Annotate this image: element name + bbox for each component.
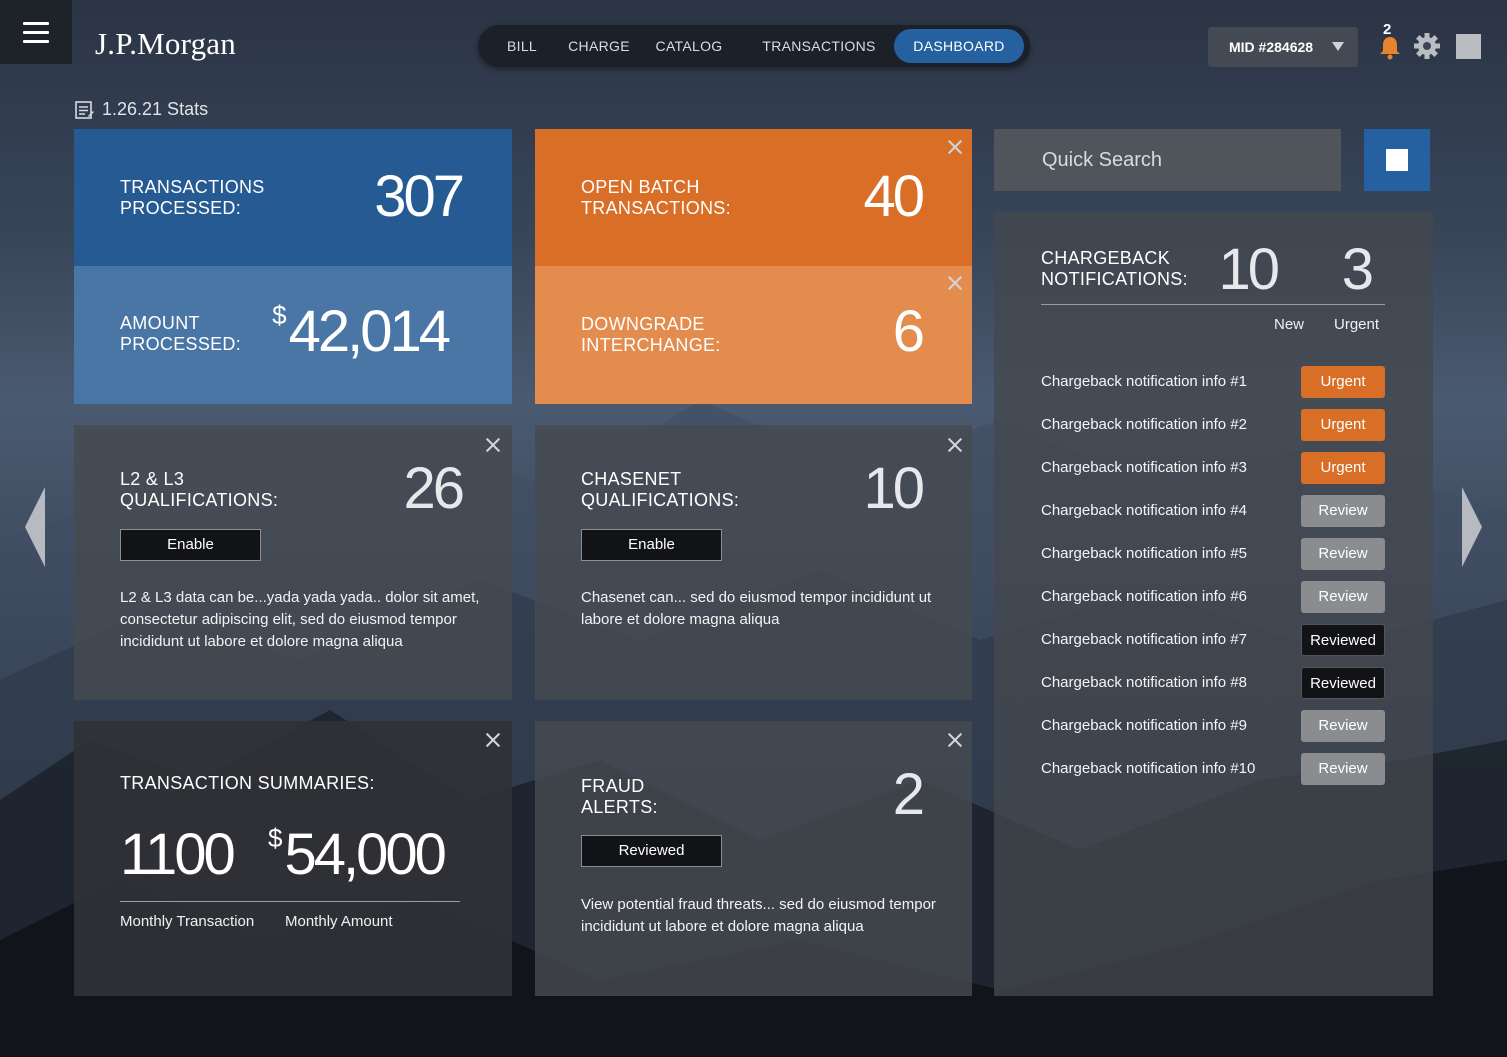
chargeback-item-label[interactable]: Chargeback notification info #9 <box>1041 717 1247 734</box>
search-submit-button[interactable] <box>1364 129 1430 191</box>
chargeback-status-urgent-button[interactable]: Urgent <box>1301 452 1385 484</box>
monthly-amount-label: Monthly Amount <box>285 913 393 930</box>
notification-count: 2 <box>1383 21 1392 38</box>
next-arrow-icon[interactable] <box>1462 487 1482 567</box>
chasenet-description: Chasenet can... sed do eiusmod tempor in… <box>581 589 932 628</box>
l2l3-enable-button[interactable]: Enable <box>120 529 261 561</box>
hamburger-menu-icon[interactable] <box>0 0 72 64</box>
transactions-processed-card: TRANSACTIONS PROCESSED: 307 <box>74 129 512 266</box>
transaction-summaries-card: TRANSACTION SUMMARIES: 1100 $54,000 Mont… <box>74 721 512 996</box>
nav-tab-catalog[interactable]: CATALOG <box>655 38 723 54</box>
nav-tab-bill[interactable]: BILL <box>507 38 537 54</box>
caret-down-icon <box>1332 42 1344 51</box>
close-icon[interactable] <box>946 731 964 749</box>
stats-title: 1.26.21 Stats <box>75 99 208 120</box>
main-nav: BILL CHARGE CATALOG TRANSACTIONS DASHBOA… <box>478 25 1030 67</box>
chargeback-status-urgent-button[interactable]: Urgent <box>1301 366 1385 398</box>
chargeback-status-urgent-button[interactable]: Urgent <box>1301 409 1385 441</box>
chargeback-urgent-count: 3 <box>1341 237 1374 302</box>
nav-tab-dashboard[interactable]: DASHBOARD <box>894 29 1024 63</box>
transactions-processed-label: TRANSACTIONS PROCESSED: <box>120 177 265 218</box>
stats-date-label: 1.26.21 Stats <box>102 99 209 119</box>
fraud-alerts-value: 2 <box>892 762 925 827</box>
fraud-description: View potential fraud threats... sed do e… <box>581 896 936 935</box>
chargeback-item-label[interactable]: Chargeback notification info #5 <box>1041 545 1247 562</box>
l2l3-label: L2 & L3 QUALIFICATIONS: <box>120 469 279 510</box>
downgrade-interchange-label: DOWNGRADE INTERCHANGE: <box>581 314 721 355</box>
chargeback-status-review-button[interactable]: Review <box>1301 538 1385 570</box>
jpmorgan-logo: J.P.Morgan <box>95 26 236 61</box>
previous-arrow-icon[interactable] <box>25 487 45 567</box>
chargeback-status-review-button[interactable]: Review <box>1301 710 1385 742</box>
profile-square-icon[interactable] <box>1456 34 1481 59</box>
l2l3-qualifications-card: L2 & L3 QUALIFICATIONS: 26 Enable L2 & L… <box>74 425 512 700</box>
l2l3-value: 26 <box>403 456 464 521</box>
chargeback-new-label: New <box>1274 316 1305 333</box>
chargeback-item-label[interactable]: Chargeback notification info #6 <box>1041 588 1247 605</box>
open-batch-value: 40 <box>863 164 924 229</box>
currency-symbol: $ <box>272 300 287 330</box>
chargeback-item-label[interactable]: Chargeback notification info #10 <box>1041 760 1256 777</box>
chargeback-divider <box>1041 304 1385 305</box>
close-icon[interactable] <box>946 436 964 454</box>
downgrade-interchange-card: DOWNGRADE INTERCHANGE: 6 <box>535 266 972 404</box>
chasenet-value: 10 <box>863 456 924 521</box>
currency-symbol: $ <box>268 823 283 853</box>
close-icon[interactable] <box>946 138 964 156</box>
chargeback-status-review-button[interactable]: Review <box>1301 581 1385 613</box>
downgrade-interchange-value: 6 <box>892 299 925 364</box>
chargeback-status-review-button[interactable]: Review <box>1301 495 1385 527</box>
chargeback-label: CHARGEBACK NOTIFICATIONS: <box>1041 248 1188 289</box>
monthly-transaction-label: Monthly Transaction <box>120 913 255 930</box>
chargeback-status-reviewed-button[interactable]: Reviewed <box>1301 667 1385 699</box>
monthly-amount-value: $54,000 <box>268 822 447 887</box>
amount-processed-card: AMOUNT PROCESSED: $42,014 <box>74 266 512 404</box>
amount-processed-label: AMOUNT PROCESSED: <box>120 313 242 354</box>
nav-tab-transactions[interactable]: TRANSACTIONS <box>762 38 876 54</box>
chasenet-qualifications-card: CHASENET QUALIFICATIONS: 10 Enable Chase… <box>535 425 972 700</box>
summary-divider <box>120 901 460 902</box>
gear-icon[interactable] <box>1413 32 1441 60</box>
open-batch-card: OPEN BATCH TRANSACTIONS: 40 <box>535 129 972 266</box>
transactions-processed-value: 307 <box>374 164 465 229</box>
close-icon[interactable] <box>484 731 502 749</box>
chasenet-label: CHASENET QUALIFICATIONS: <box>581 469 740 510</box>
fraud-reviewed-button[interactable]: Reviewed <box>581 835 722 867</box>
fraud-alerts-label: FRAUD ALERTS: <box>581 776 658 817</box>
bell-icon[interactable] <box>1377 34 1403 60</box>
chargeback-item-label[interactable]: Chargeback notification info #7 <box>1041 631 1247 648</box>
l2l3-description: L2 & L3 data can be...yada yada yada.. d… <box>120 589 480 650</box>
chargeback-item-label[interactable]: Chargeback notification info #8 <box>1041 674 1247 691</box>
merchant-id-label: MID #284628 <box>1229 39 1314 55</box>
nav-tab-charge[interactable]: CHARGE <box>568 38 630 54</box>
quick-search-input[interactable] <box>994 129 1341 191</box>
transaction-summaries-label: TRANSACTION SUMMARIES: <box>120 773 375 793</box>
chargeback-status-review-button[interactable]: Review <box>1301 753 1385 785</box>
chargeback-status-reviewed-button[interactable]: Reviewed <box>1301 624 1385 656</box>
fraud-alerts-card: FRAUD ALERTS: 2 Reviewed View potential … <box>535 721 972 996</box>
square-icon <box>1386 149 1408 171</box>
chargeback-urgent-label: Urgent <box>1334 316 1380 333</box>
chargeback-new-count: 10 <box>1218 237 1279 302</box>
chargeback-item-label[interactable]: Chargeback notification info #4 <box>1041 502 1247 519</box>
stats-list-icon <box>75 100 94 119</box>
close-icon[interactable] <box>484 436 502 454</box>
chargeback-panel: CHARGEBACK NOTIFICATIONS: 10 3 New Urgen… <box>994 212 1433 996</box>
amount-processed-value: $42,014 <box>272 299 451 364</box>
close-icon[interactable] <box>946 274 964 292</box>
chargeback-item-label[interactable]: Chargeback notification info #2 <box>1041 416 1247 433</box>
monthly-transaction-value: 1100 <box>120 822 236 887</box>
chargeback-item-label[interactable]: Chargeback notification info #3 <box>1041 459 1247 476</box>
open-batch-label: OPEN BATCH TRANSACTIONS: <box>581 177 731 218</box>
chargeback-item-label[interactable]: Chargeback notification info #1 <box>1041 373 1247 390</box>
merchant-id-dropdown[interactable]: MID #284628 <box>1208 27 1358 67</box>
chasenet-enable-button[interactable]: Enable <box>581 529 722 561</box>
